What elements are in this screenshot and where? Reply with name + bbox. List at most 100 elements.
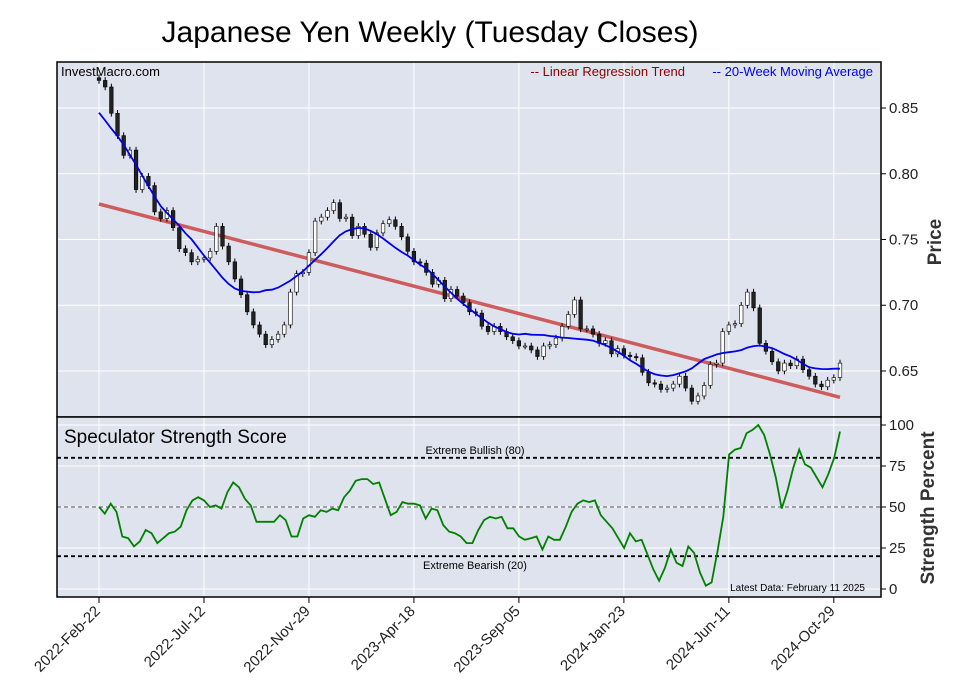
candle-body [257,324,262,335]
candle-body [689,387,694,402]
candle-body [788,362,793,367]
candle-body [757,307,762,344]
x-tick-label: 2022-Feb-22 [31,603,104,676]
x-axis: 2022-Feb-22 2022-Jul-12 2022-Nov-29 2023-Ap… [31,597,839,676]
candle-body [214,226,219,252]
candle-body [664,387,670,390]
candle-body [485,325,491,332]
candlestick [103,77,108,91]
candle-body [380,223,386,234]
candlestick [337,199,342,222]
candle-body [566,314,571,327]
candle-body [430,272,435,285]
candlestick [356,223,361,239]
strength-reference-lines: Extreme Bullish (80) Extreme Bearish (20) [57,445,881,572]
candlestick [634,353,639,362]
candle-body [516,340,521,347]
candle-body [813,375,818,385]
candlestick [269,336,275,348]
candlestick [411,248,417,266]
candle-body [442,279,447,299]
candlestick [739,301,744,327]
candle-body [96,77,102,81]
watermark: InvestMacro.com [61,64,160,79]
candle-body [769,350,775,363]
candlestick [782,359,787,375]
candle-body [782,362,787,372]
candlestick [485,322,491,335]
candle-body [819,383,824,388]
candle-body [646,371,651,384]
candlestick [578,296,583,333]
x-tick-label: 2024-Jun-11 [663,603,734,674]
candle-body [541,345,546,357]
candle-body [572,299,577,315]
candlestick [393,216,398,230]
candlestick [343,213,349,222]
candlestick [208,248,213,262]
strength-tick-label: 0 [889,581,897,598]
candlestick [350,213,355,239]
x-tick-label: 2024-Oct-29 [768,603,839,674]
candlestick [226,242,231,266]
candlestick [331,199,336,214]
candle-body [350,216,355,236]
price-tick-label: 0.65 [889,363,918,380]
candlestick [319,213,324,225]
candlestick [368,230,373,251]
candle-body [103,80,108,88]
candlestick [374,229,379,251]
candle-body [269,339,275,345]
candlestick [275,330,281,343]
candlestick [807,366,812,380]
candle-body [362,226,367,235]
x-tick-label: 2022-Nov-29 [240,603,313,676]
x-tick-label: 2024-Jan-23 [557,603,629,675]
candlestick [313,217,318,256]
candle-body [584,328,589,331]
candlestick [769,347,775,366]
candle-body [745,291,750,306]
chart-title: Japanese Yen Weekly (Tuesday Closes) [162,16,699,49]
candlestick [282,321,287,338]
price-grid [57,62,881,417]
candlestick [819,380,824,391]
candlestick [831,374,836,384]
candlestick [695,392,701,405]
candlestick [751,288,756,312]
candlestick [590,325,596,338]
candle-body [294,273,299,293]
candlestick [232,258,237,283]
candlestick [732,320,738,329]
reference-line-label: Extreme Bearish (20) [423,560,527,572]
candle-body [158,211,163,219]
candle-body [275,333,281,340]
candlestick [516,337,521,350]
strength-tick-label: 25 [889,540,906,557]
candlestick [133,146,139,193]
candlestick [189,249,194,266]
candle-body [411,251,417,263]
candlestick [726,321,731,335]
candle-body [325,210,330,218]
candle-body [640,357,645,373]
candle-body [368,233,373,248]
candlestick [837,359,843,381]
candle-body [183,248,188,253]
candlestick [442,276,447,302]
latest-data-note: Latest Data: February 11 2025 [730,583,865,594]
candle-body [232,261,237,280]
strength-axis-label: Strength Percent [918,431,939,585]
candle-body [461,295,466,303]
candle-body [776,361,781,372]
x-tick-label: 2022-Jul-12 [141,603,209,671]
candlestick [640,354,645,376]
candlestick [109,83,114,117]
candlestick [522,342,528,350]
moving-average-line [98,112,840,378]
candlestick [745,288,750,309]
candlestick [257,321,262,338]
candle-body [603,340,608,344]
strength-y-axis: 100 75 50 25 0 [881,417,914,598]
